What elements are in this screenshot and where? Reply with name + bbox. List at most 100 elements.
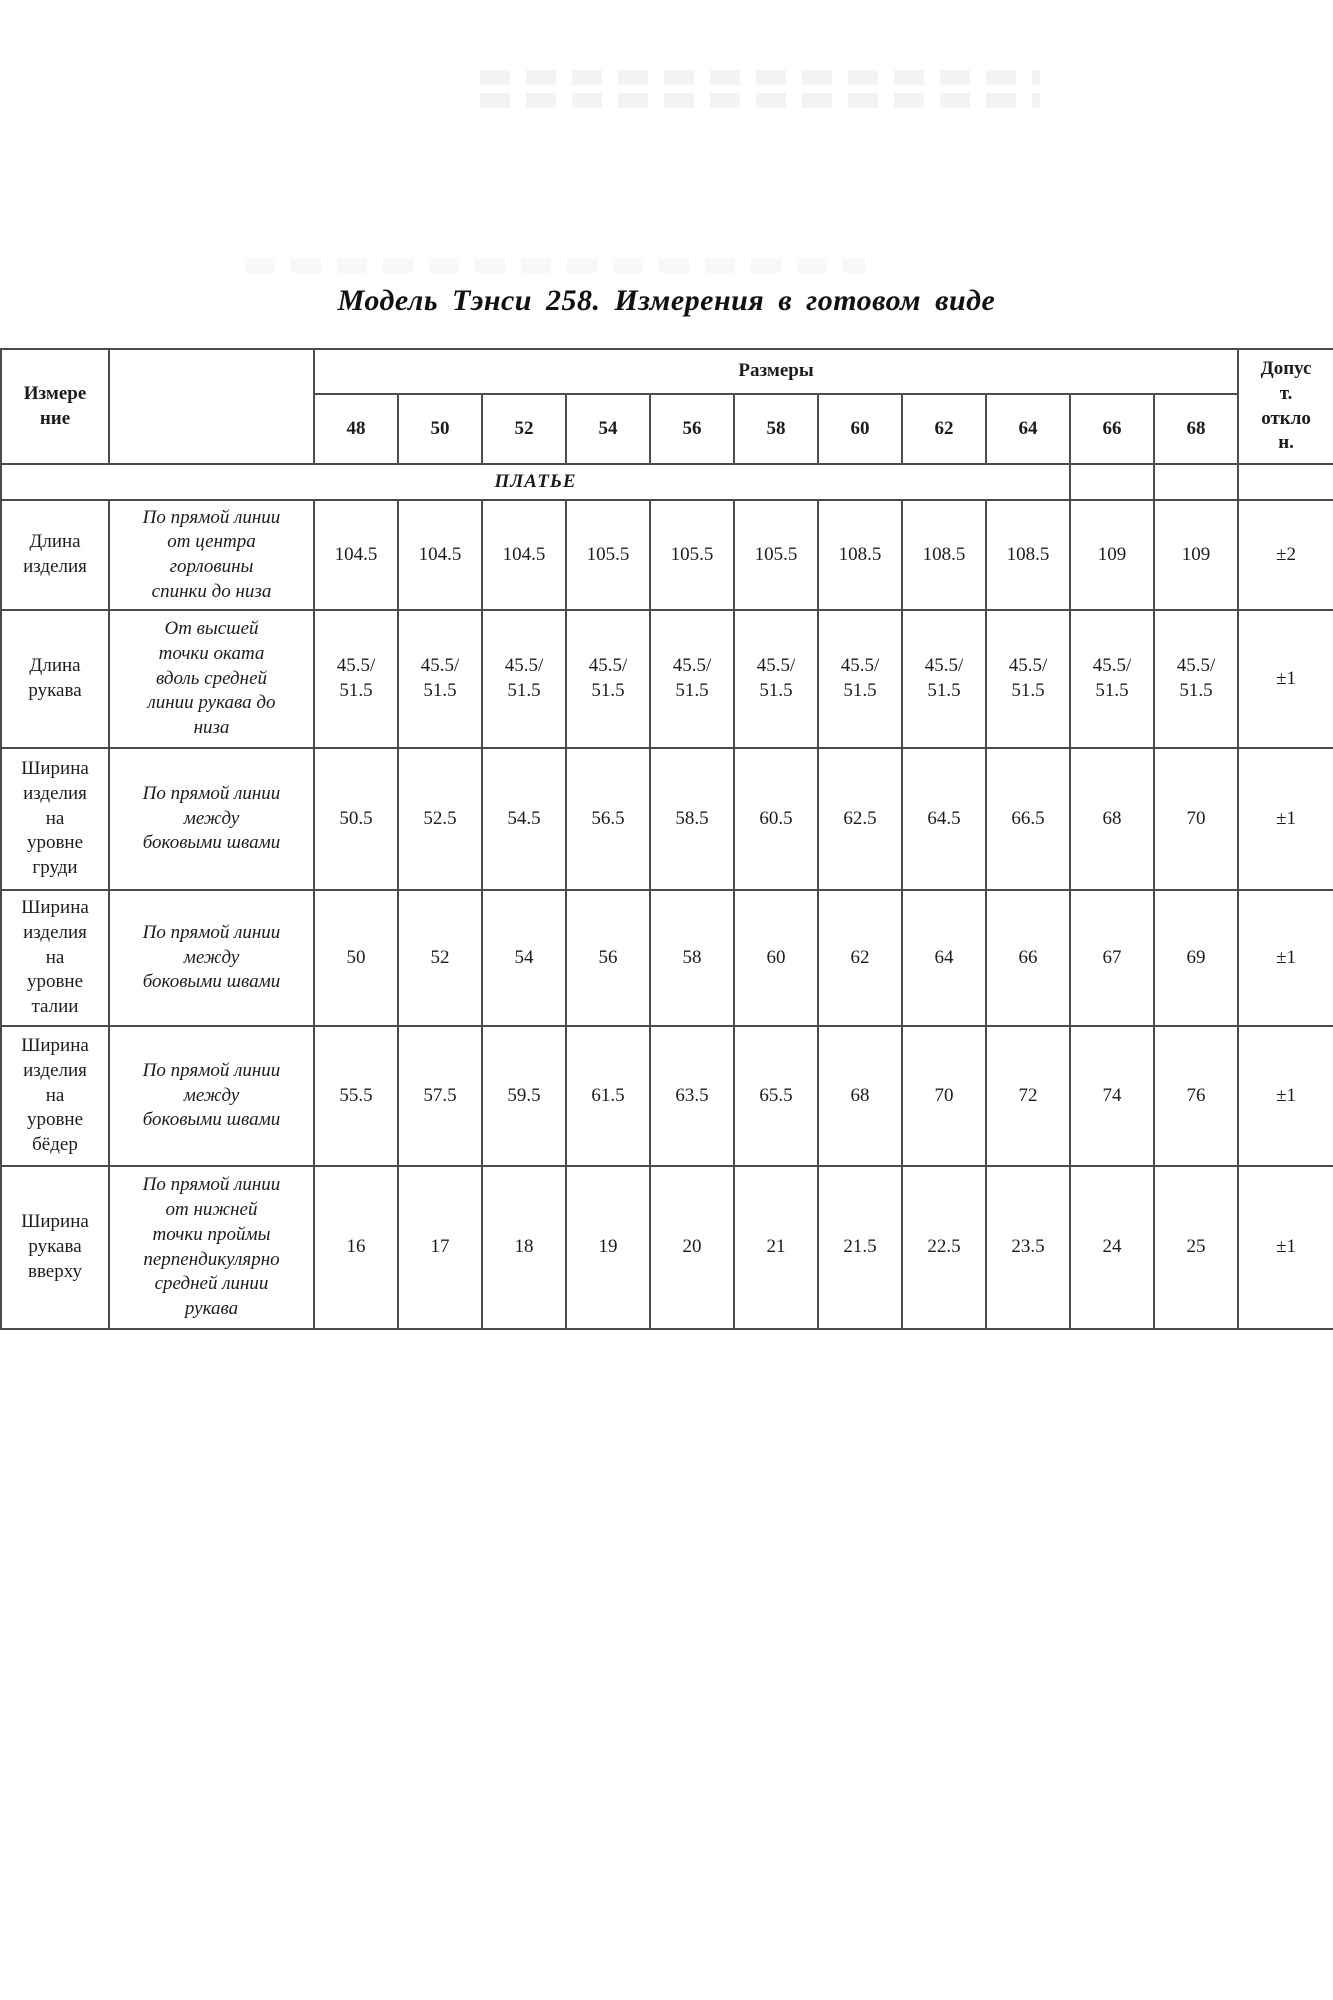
size-header-68: 68: [1152, 393, 1240, 465]
table-row-dlina-rukava: Длина рукава От высшей точки оката вдоль…: [0, 609, 1333, 749]
tolerance-cell: ±1: [1237, 747, 1333, 891]
measurement-column-header: Измере ние: [0, 348, 110, 465]
value-cell: 45.5/ 51.5: [565, 609, 651, 749]
size-header-64: 64: [985, 393, 1071, 465]
value-cell: 62.5: [817, 747, 903, 891]
section-label: ПЛАТЬЕ: [0, 463, 1071, 501]
value-cell: 72: [985, 1025, 1071, 1167]
value-cell: 17: [397, 1165, 483, 1330]
value-cell: 68: [817, 1025, 903, 1167]
value-cell: 58.5: [649, 747, 735, 891]
value-cell: 19: [565, 1165, 651, 1330]
value-cell: 108.5: [985, 499, 1071, 611]
value-cell: 50.5: [313, 747, 399, 891]
method-cell: От высшей точки оката вдоль средней лини…: [108, 609, 315, 749]
size-header-58: 58: [733, 393, 819, 465]
value-cell: 66.5: [985, 747, 1071, 891]
row-name-cell: Длина рукава: [0, 609, 110, 749]
tolerance-column-header: Допус т. откло н.: [1237, 348, 1333, 465]
value-cell: 52.5: [397, 747, 483, 891]
size-header-48: 48: [313, 393, 399, 465]
description-column-header: [108, 348, 315, 465]
value-cell: 45.5/ 51.5: [481, 609, 567, 749]
value-cell: 108.5: [817, 499, 903, 611]
value-cell: 105.5: [733, 499, 819, 611]
value-cell: 58: [649, 889, 735, 1027]
value-cell: 76: [1152, 1025, 1240, 1167]
value-cell: 52: [397, 889, 483, 1027]
table-row-shirina-beder: Ширина изделия на уровне бёдер По прямой…: [0, 1025, 1333, 1167]
table-row-shirina-grudi: Ширина изделия на уровне груди По прямой…: [0, 747, 1333, 891]
measurements-table: Измере ние Размеры Допус т. откло н. 48 …: [0, 348, 1333, 1330]
header-row-sizes: 48 50 52 54 56 58 60 62 64 66 68: [1, 393, 1333, 465]
method-cell: По прямой линии от центра горловины спин…: [108, 499, 315, 611]
value-cell: 74: [1069, 1025, 1155, 1167]
size-header-56: 56: [649, 393, 735, 465]
value-cell: 65.5: [733, 1025, 819, 1167]
value-cell: 45.5/ 51.5: [901, 609, 987, 749]
value-cell: 24: [1069, 1165, 1155, 1330]
value-cell: 105.5: [649, 499, 735, 611]
value-cell: 64: [901, 889, 987, 1027]
value-cell: 60: [733, 889, 819, 1027]
row-name-cell: Ширина изделия на уровне талии: [0, 889, 110, 1027]
header-row-group: Измере ние Размеры Допус т. откло н.: [0, 348, 1333, 465]
value-cell: 66: [985, 889, 1071, 1027]
section-row: ПЛАТЬЕ: [0, 463, 1333, 501]
empty-cell: [1069, 463, 1155, 501]
value-cell: 54: [481, 889, 567, 1027]
value-cell: 104.5: [313, 499, 399, 611]
value-cell: 22.5: [901, 1165, 987, 1330]
value-cell: 56.5: [565, 747, 651, 891]
tolerance-cell: ±2: [1237, 499, 1333, 611]
value-cell: 108.5: [901, 499, 987, 611]
method-cell: По прямой линии от нижней точки проймы п…: [108, 1165, 315, 1330]
size-header-54: 54: [565, 393, 651, 465]
value-cell: 20: [649, 1165, 735, 1330]
row-name-cell: Ширина изделия на уровне бёдер: [0, 1025, 110, 1167]
value-cell: 70: [901, 1025, 987, 1167]
row-name-cell: Ширина рукава вверху: [0, 1165, 110, 1330]
value-cell: 109: [1069, 499, 1155, 611]
method-cell: По прямой линии между боковыми швами: [108, 889, 315, 1027]
value-cell: 62: [817, 889, 903, 1027]
value-cell: 23.5: [985, 1165, 1071, 1330]
value-cell: 21: [733, 1165, 819, 1330]
tolerance-cell: ±1: [1237, 1165, 1333, 1330]
value-cell: 18: [481, 1165, 567, 1330]
size-header-50: 50: [397, 393, 483, 465]
method-cell: По прямой линии между боковыми швами: [108, 1025, 315, 1167]
value-cell: 54.5: [481, 747, 567, 891]
value-cell: 63.5: [649, 1025, 735, 1167]
page-title: Модель Тэнси 258. Измерения в готовом ви…: [337, 284, 996, 317]
value-cell: 57.5: [397, 1025, 483, 1167]
value-cell: 45.5/ 51.5: [1152, 609, 1240, 749]
value-cell: 45.5/ 51.5: [733, 609, 819, 749]
value-cell: 45.5/ 51.5: [1069, 609, 1155, 749]
empty-cell: [1237, 463, 1333, 501]
value-cell: 104.5: [481, 499, 567, 611]
value-cell: 70: [1152, 747, 1240, 891]
value-cell: 69: [1152, 889, 1240, 1027]
row-name-cell: Длина изделия: [0, 499, 110, 611]
size-header-66: 66: [1069, 393, 1155, 465]
method-cell: По прямой линии между боковыми швами: [108, 747, 315, 891]
value-cell: 61.5: [565, 1025, 651, 1167]
value-cell: 45.5/ 51.5: [649, 609, 735, 749]
size-header-60: 60: [817, 393, 903, 465]
table-row-dlina-izdeliya: Длина изделия По прямой линии от центра …: [0, 499, 1333, 611]
value-cell: 56: [565, 889, 651, 1027]
size-header-52: 52: [481, 393, 567, 465]
sizes-group-header: Размеры: [312, 348, 1240, 395]
value-cell: 104.5: [397, 499, 483, 611]
empty-cell: [1152, 463, 1240, 501]
value-cell: 55.5: [313, 1025, 399, 1167]
table-row-shirina-talii: Ширина изделия на уровне талии По прямой…: [0, 889, 1333, 1027]
value-cell: 60.5: [733, 747, 819, 891]
value-cell: 21.5: [817, 1165, 903, 1330]
value-cell: 45.5/ 51.5: [817, 609, 903, 749]
watermark-pattern-faint: [245, 258, 865, 281]
value-cell: 45.5/ 51.5: [985, 609, 1071, 749]
row-name-cell: Ширина изделия на уровне груди: [0, 747, 110, 891]
